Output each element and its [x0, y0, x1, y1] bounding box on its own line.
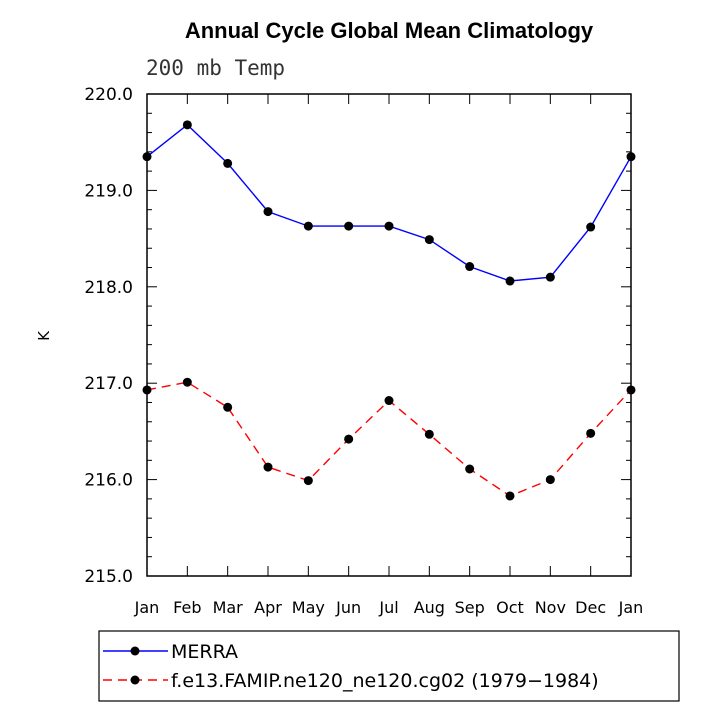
- plot-frame: [146, 93, 632, 577]
- legend-label-2: f.e13.FAMIP.ne120_ne120.cg02 (1979−1984): [171, 670, 599, 692]
- y-tick-label: 215.0: [84, 567, 133, 587]
- series-1-point: [465, 262, 475, 272]
- series-layer: [142, 120, 636, 501]
- series-1-point: [626, 152, 636, 162]
- y-tick-label: 220.0: [84, 85, 133, 105]
- y-tick-label: 219.0: [84, 181, 133, 201]
- series-1-point: [384, 221, 394, 231]
- y-tick-label: 217.0: [84, 374, 133, 394]
- series-2-point: [626, 385, 636, 395]
- series-2-point: [384, 396, 394, 406]
- series-1-point: [263, 207, 273, 217]
- series-1-point: [586, 222, 596, 232]
- x-tick-label: Oct: [496, 598, 524, 617]
- x-tick-label: May: [292, 598, 325, 617]
- series-1-point: [223, 158, 233, 168]
- legend-label-1: MERRA: [171, 641, 238, 663]
- x-tick-label: Jul: [378, 598, 398, 617]
- x-tick-label: Dec: [575, 598, 606, 617]
- x-tick-label: Jan: [618, 598, 644, 617]
- y-tick-labels: 215.0 216.0 217.0 218.0 219.0 220.0: [84, 85, 133, 587]
- series-1-point: [142, 152, 152, 162]
- legend-marker-2: [130, 675, 140, 685]
- legend-marker-1: [130, 646, 140, 656]
- series-2-point: [263, 462, 273, 472]
- series-2-point: [586, 428, 596, 438]
- legend-box: [98, 630, 680, 702]
- x-tick-label: Aug: [414, 598, 445, 617]
- series-1-point: [303, 221, 313, 231]
- x-tick-label: Jun: [335, 598, 361, 617]
- y-tick-label: 216.0: [84, 471, 133, 491]
- series-1-point: [344, 221, 354, 231]
- series-2-point: [223, 402, 233, 412]
- series-2-point: [303, 476, 313, 486]
- x-tick-label: Apr: [254, 598, 282, 617]
- series-1-point: [182, 120, 192, 130]
- series-2-point: [182, 377, 192, 387]
- series-line-1: [146, 123, 632, 282]
- series-2-point: [465, 464, 475, 474]
- tick-marks: [146, 93, 632, 577]
- x-tick-labels: Jan Feb Mar Apr May Jun Jul Aug Sep Oct Nov Dec Jan: [134, 598, 644, 617]
- y-axis-label: K: [35, 330, 53, 341]
- series-2-point: [142, 385, 152, 395]
- series-2-point: [505, 491, 515, 501]
- series-1-point: [545, 272, 555, 282]
- x-tick-label: Jan: [134, 598, 160, 617]
- series-2-point: [424, 429, 434, 439]
- chart-subtitle: 200 mb Temp: [146, 56, 285, 80]
- series-1-point: [505, 276, 515, 286]
- x-tick-label: Sep: [455, 598, 485, 617]
- series-1-point: [424, 235, 434, 245]
- y-tick-label: 218.0: [84, 278, 133, 298]
- chart-title: Annual Cycle Global Mean Climatology: [185, 18, 594, 43]
- series-2-point: [344, 434, 354, 444]
- x-tick-label: Nov: [535, 598, 566, 617]
- series-2-point: [545, 475, 555, 485]
- x-tick-label: Mar: [213, 598, 244, 617]
- legend: MERRA f.e13.FAMIP.ne120_ne120.cg02 (1979−…: [103, 641, 599, 692]
- x-tick-label: Feb: [173, 598, 201, 617]
